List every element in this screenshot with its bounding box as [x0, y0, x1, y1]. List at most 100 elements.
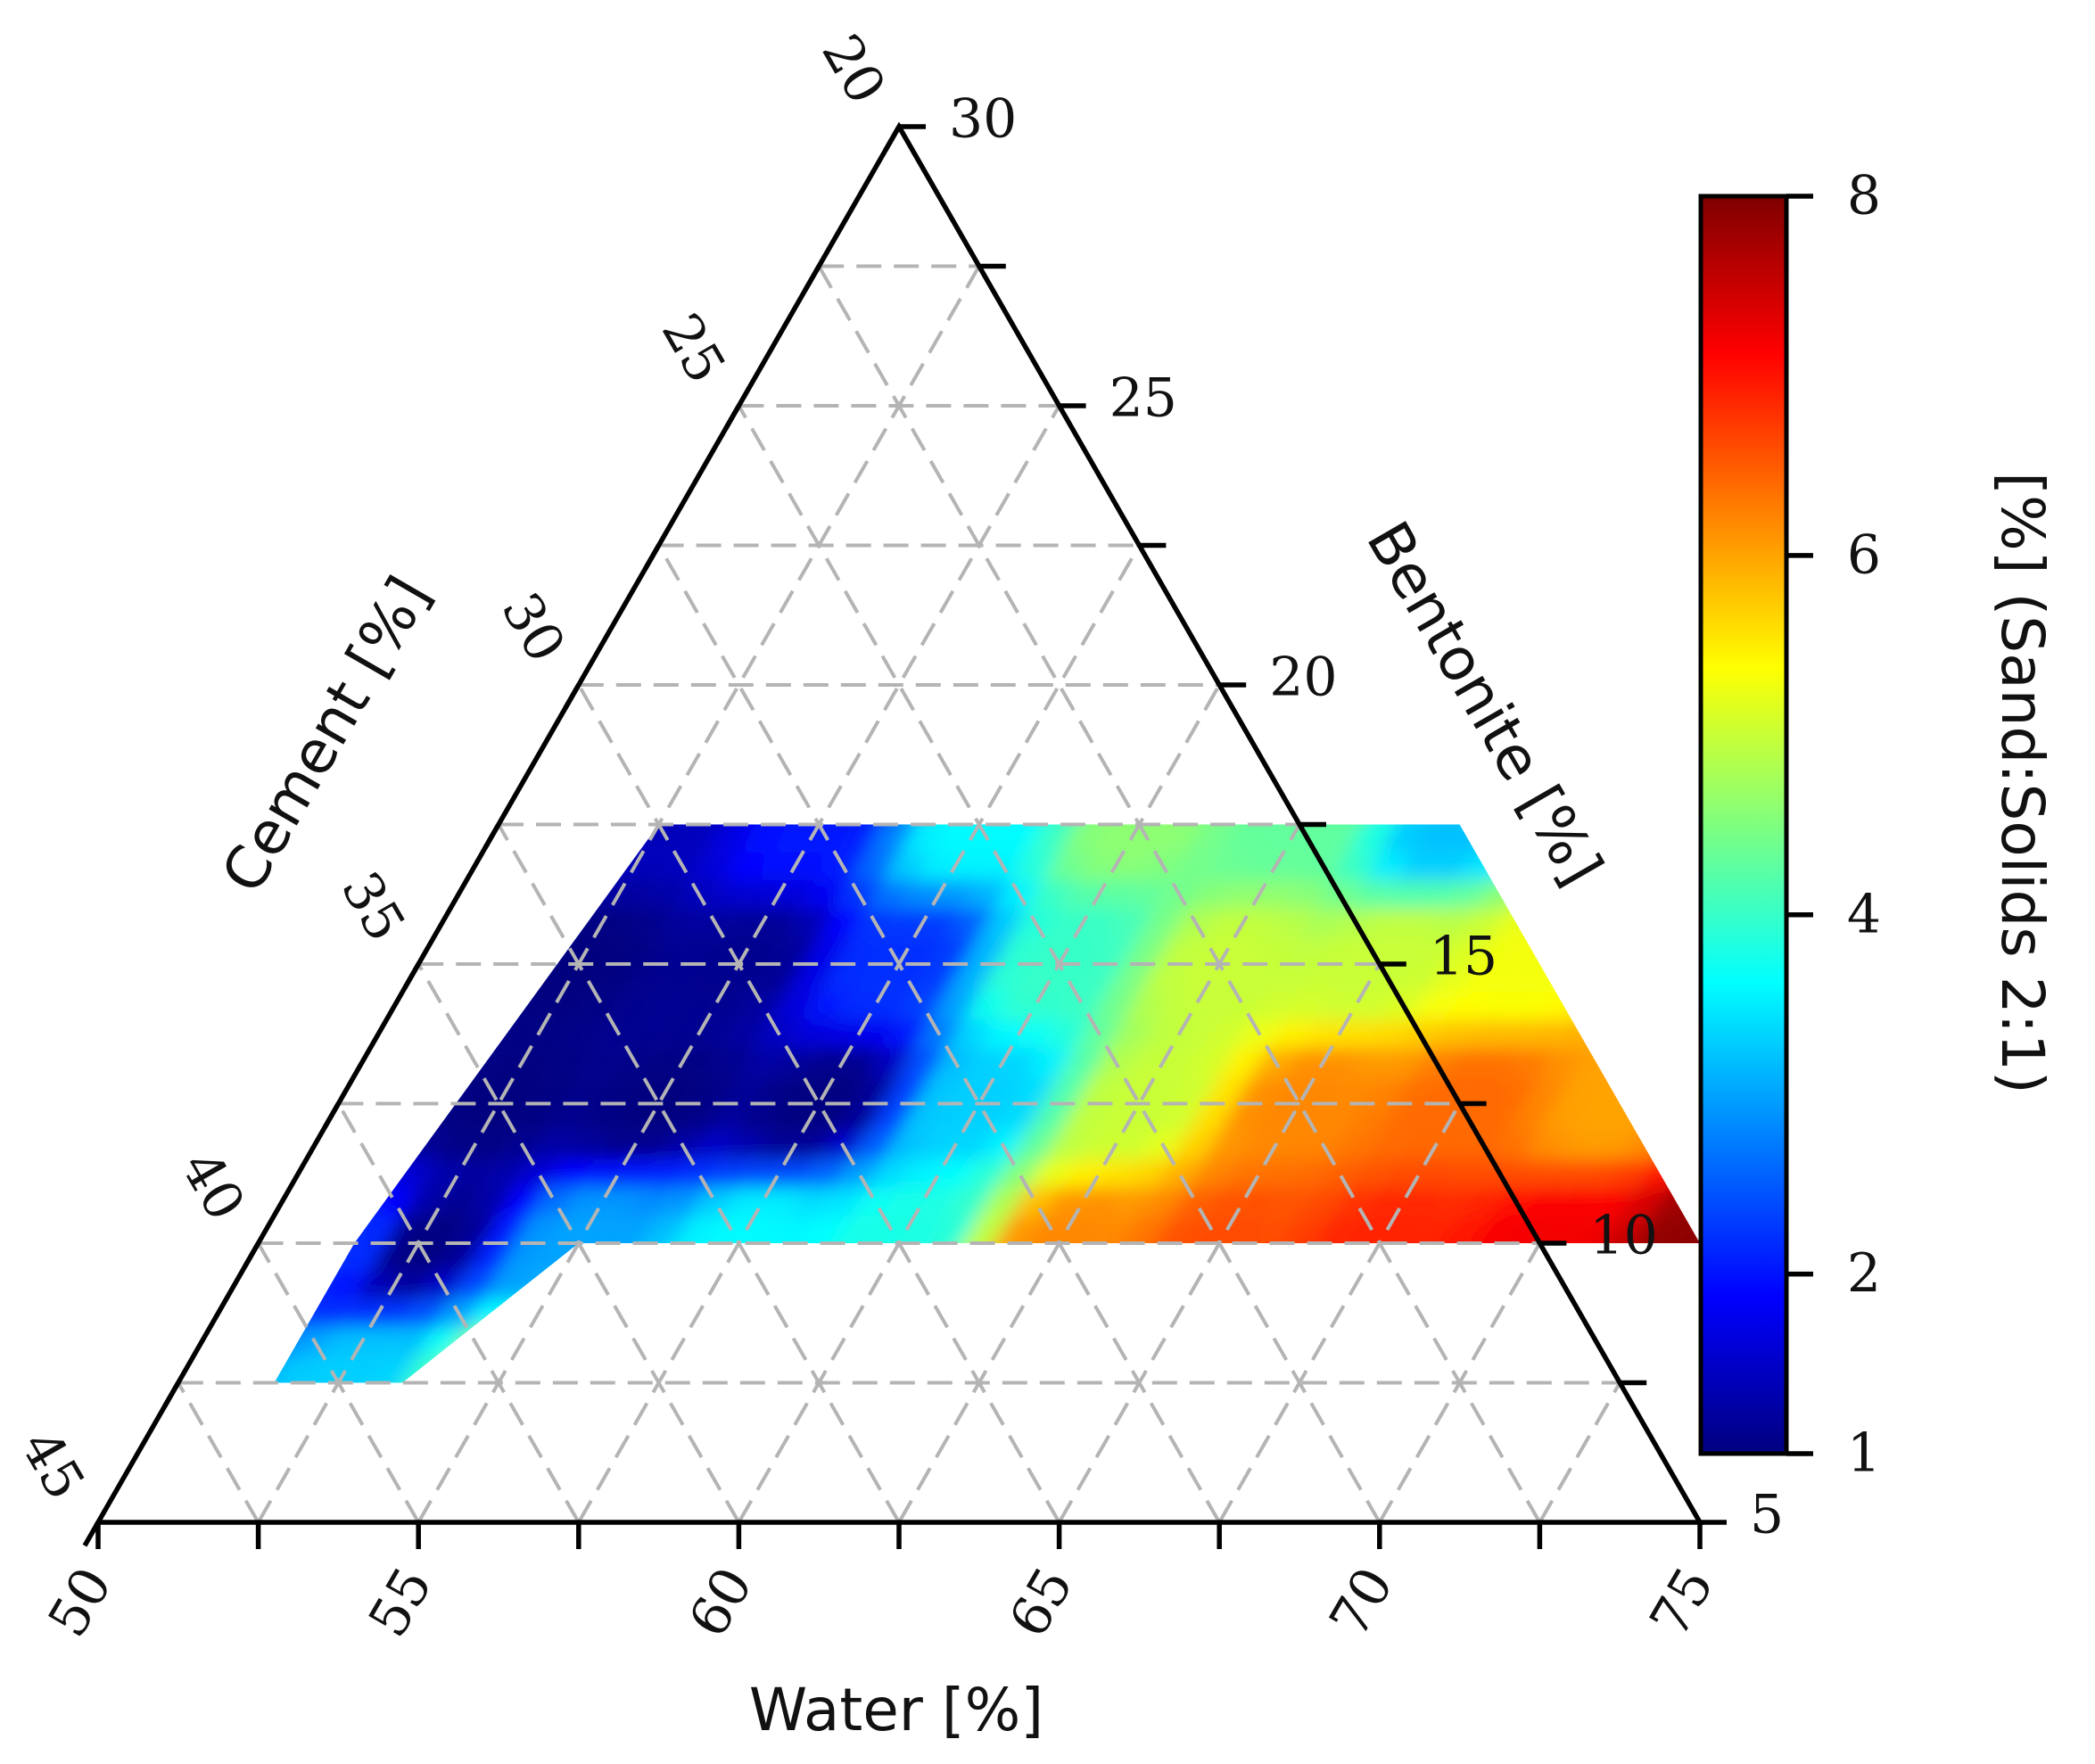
contour-cell [722, 1355, 771, 1383]
contour-cell [706, 1103, 755, 1132]
contour-cell [1796, 825, 1844, 853]
contour-cell [627, 796, 675, 824]
contour-cell [899, 1326, 947, 1356]
contour-cell [1652, 796, 1700, 824]
contour-cell [1395, 1355, 1444, 1383]
contour-cell [835, 824, 884, 853]
contour-cell [946, 1187, 995, 1216]
contour-cell [1010, 1019, 1060, 1048]
contour-cell [1860, 1048, 1909, 1076]
contour-cell [787, 1019, 836, 1048]
contour-cell [1812, 1132, 1860, 1159]
contour-cell [1107, 1355, 1156, 1383]
contour-cell [578, 1047, 627, 1076]
contour-cell [1139, 796, 1187, 824]
contour-cell [499, 964, 547, 993]
contour-cell [930, 1215, 979, 1243]
contour-cell [370, 1131, 419, 1160]
contour-cell [514, 936, 563, 964]
contour-cell [1555, 1131, 1604, 1160]
contour-cell [1331, 964, 1380, 993]
contour-cell [1555, 1076, 1604, 1104]
contour-cell [867, 1103, 915, 1132]
contour-cell [1588, 1187, 1637, 1216]
contour-cell [1059, 992, 1108, 1020]
contour-cell [450, 992, 499, 1020]
contour-cell [1444, 1383, 1492, 1411]
contour-cell [883, 1298, 931, 1327]
contour-cell [514, 1215, 563, 1243]
contour-cell [1203, 1355, 1252, 1383]
contour-cell [402, 1298, 451, 1327]
grid-line-cement [256, 1242, 420, 1523]
contour-cell [1267, 1187, 1316, 1216]
contour-cell [642, 1159, 691, 1188]
contour-cell [771, 1103, 820, 1132]
contour-cell [227, 1327, 275, 1355]
contour-cell [658, 908, 707, 936]
contour-cell [883, 1355, 931, 1383]
contour-cell [722, 908, 771, 936]
contour-cell [450, 1103, 499, 1132]
contour-cell [867, 1047, 915, 1076]
contour-cell [274, 1298, 291, 1327]
contour-cell [227, 1383, 275, 1411]
contour-cell [1363, 1187, 1412, 1216]
contour-cell [418, 1047, 467, 1076]
contour-cell [787, 1243, 836, 1272]
contour-cell [1636, 880, 1685, 909]
contour-cell [322, 1326, 371, 1356]
contour-cell [370, 1187, 419, 1216]
contour-cell [1652, 1298, 1700, 1327]
contour-cell [1123, 1383, 1171, 1411]
contour-cell [1636, 769, 1684, 796]
contour-cell [546, 880, 595, 909]
grid-line-cement [817, 265, 1542, 1523]
contour-cell [1107, 1298, 1156, 1327]
contour-cell [962, 1159, 1011, 1188]
contour-cell [514, 1103, 563, 1132]
contour-cell [306, 1298, 355, 1327]
contour-cell [1523, 908, 1572, 936]
contour-cell [1571, 936, 1621, 964]
contour-cell [546, 1159, 595, 1188]
grid-line-water [1217, 1102, 1462, 1523]
contour-cell [931, 1383, 979, 1411]
contour-cell [1459, 1019, 1508, 1048]
contour-cell [1411, 1159, 1460, 1188]
contour-cell [1315, 1103, 1364, 1132]
contour-cell [594, 1243, 643, 1272]
contour-cell [274, 1243, 323, 1272]
contour-cell [978, 908, 1027, 936]
contour-cell [978, 1019, 1027, 1048]
contour-cell [1267, 852, 1316, 881]
contour-cell [755, 852, 804, 881]
contour-cell [1412, 769, 1460, 796]
contour-cell [1828, 1159, 1876, 1187]
contour-cell [883, 1131, 931, 1160]
contour-cell [1363, 1076, 1412, 1104]
contour-cell [930, 824, 979, 853]
contour-cell [674, 1215, 723, 1243]
contour-cell [1235, 908, 1284, 936]
contour-cell [466, 1355, 515, 1383]
contour-cell [1027, 824, 1076, 853]
contour-cell [1427, 1131, 1476, 1160]
contour-cell [755, 1076, 804, 1104]
contour-cell [1235, 1076, 1284, 1104]
contour-cell [946, 1243, 995, 1272]
contour-cell [1315, 936, 1364, 964]
contour-cell [1348, 1383, 1396, 1411]
colorbar-tick-label: 4 [1847, 883, 1881, 945]
contour-cell [851, 1019, 899, 1048]
contour-cell [1636, 824, 1685, 853]
contour-cell [674, 936, 723, 964]
contour-cell [1812, 964, 1860, 992]
contour-cell [1091, 1271, 1140, 1299]
contour-cell [483, 880, 531, 909]
contour-cell [1796, 1048, 1844, 1076]
contour-cell [1893, 1048, 1941, 1076]
contour-cell [483, 936, 531, 964]
contour-cell [771, 1383, 819, 1411]
contour-cell [1475, 936, 1524, 964]
